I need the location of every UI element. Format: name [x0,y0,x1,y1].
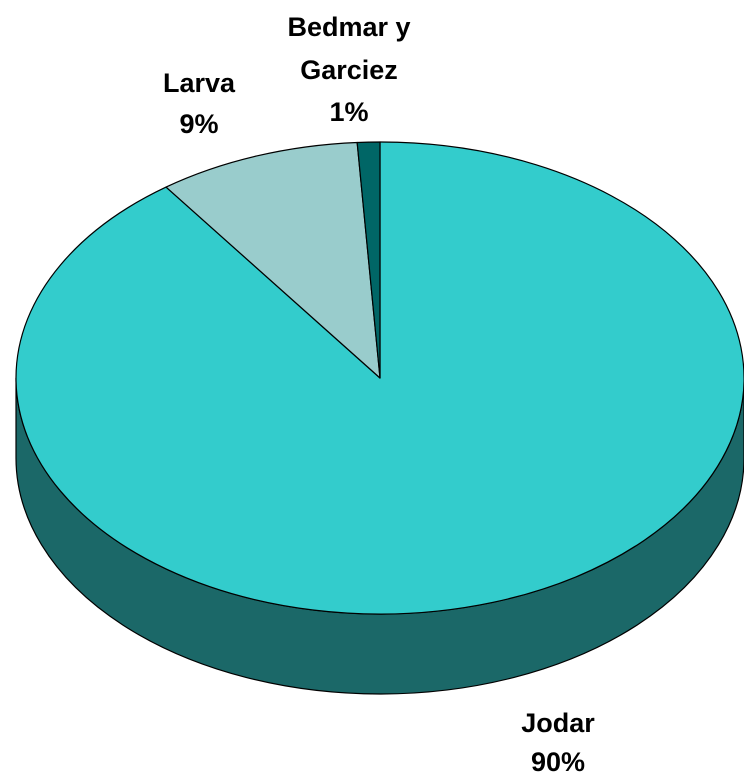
pie-top-surface [16,142,744,614]
label-jodar-percent: 90% [531,747,585,775]
label-bedmar-name-line1: Bedmar y [287,12,410,42]
label-larva-name: Larva [163,68,236,98]
label-bedmar-percent: 1% [329,97,368,127]
label-larva-percent: 9% [179,109,218,139]
label-jodar-name: Jodar [521,708,595,738]
label-bedmar-name-line2: Garciez [300,55,398,85]
